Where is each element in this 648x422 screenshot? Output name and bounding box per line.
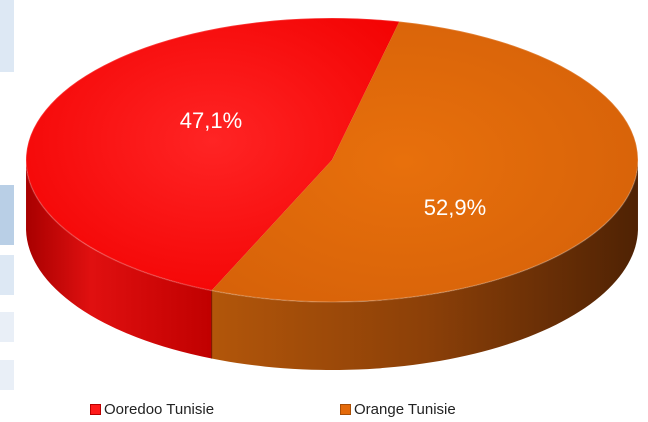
- pie-chart: 47,1% 52,9%: [25, 17, 639, 371]
- legend-swatch-ooredoo: [90, 404, 101, 415]
- data-label-orange: 52,9%: [424, 195, 486, 220]
- edge-band: [0, 0, 14, 72]
- edge-band: [0, 255, 14, 295]
- pie-rim: [25, 17, 639, 303]
- left-edge-strip: [0, 0, 14, 422]
- legend-label-orange: Orange Tunisie: [354, 401, 456, 418]
- pie-slice-ooredoo-side: [26, 161, 212, 359]
- legend-item-ooredoo: Ooredoo Tunisie: [90, 401, 214, 418]
- legend-label-ooredoo: Ooredoo Tunisie: [104, 401, 215, 418]
- pie-slice-orange: [211, 21, 639, 303]
- legend-swatch-orange: [340, 404, 351, 415]
- pie-slice-ooredoo: [26, 18, 400, 291]
- pie-slice-orange-side: [211, 161, 638, 371]
- edge-band: [0, 185, 14, 245]
- data-label-ooredoo: 47,1%: [180, 108, 242, 133]
- chart-legend: Ooredoo Tunisie Orange Tunisie: [0, 401, 648, 421]
- legend-item-orange: Orange Tunisie: [340, 401, 456, 418]
- edge-band: [0, 360, 14, 390]
- edge-band: [0, 312, 14, 342]
